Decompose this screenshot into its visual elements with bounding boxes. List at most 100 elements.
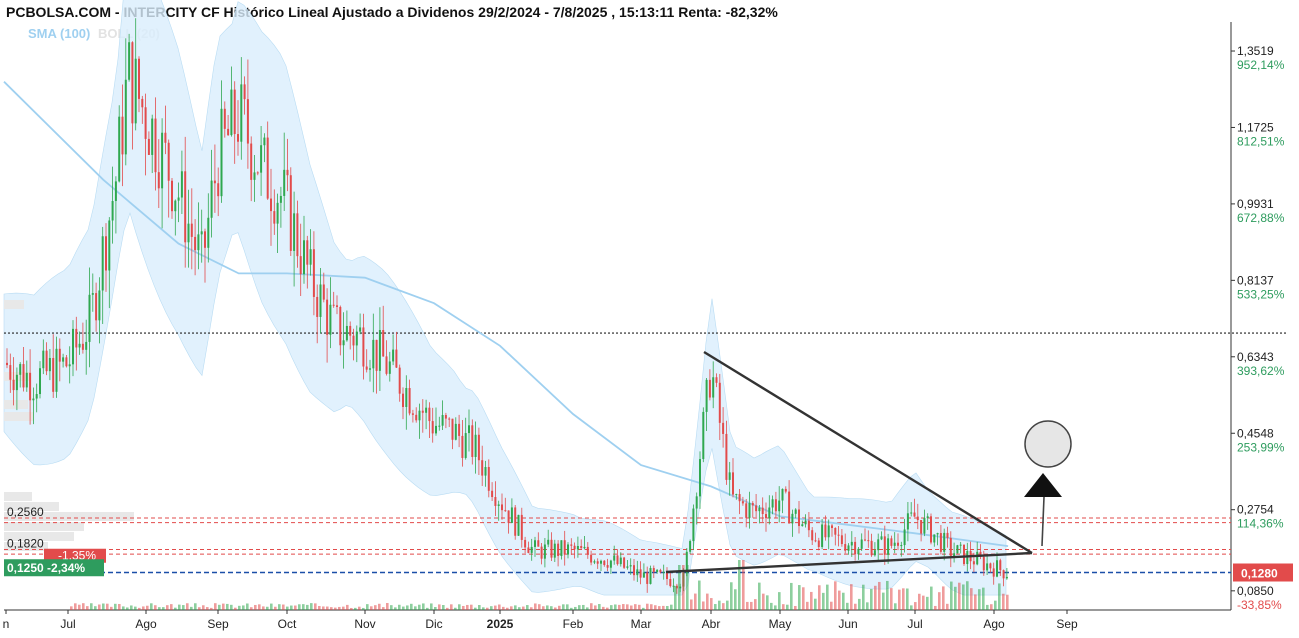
- candle-body: [520, 514, 523, 540]
- candle-body: [468, 425, 470, 434]
- volume-bar: [154, 605, 157, 610]
- volume-bar: [794, 605, 797, 610]
- candle-body: [745, 503, 748, 518]
- volume-profile-bar: [4, 542, 48, 551]
- volume-bar: [686, 565, 689, 610]
- volume-bar: [138, 607, 141, 610]
- candle-body: [266, 137, 269, 199]
- legend-sma[interactable]: SMA (100): [28, 26, 91, 41]
- candle-body: [210, 180, 213, 218]
- volume-bar: [402, 606, 405, 610]
- candle-body: [372, 339, 375, 369]
- y-tick-pct-label: 114,36%: [1237, 517, 1284, 531]
- candle-body: [725, 433, 728, 480]
- volume-bar: [214, 603, 217, 610]
- candle-body: [906, 513, 909, 530]
- volume-bar: [418, 604, 421, 610]
- candle-body: [623, 557, 626, 568]
- y-tick-pct-label: 812,51%: [1237, 134, 1285, 148]
- volume-bar: [486, 607, 489, 610]
- volume-bar: [518, 607, 521, 610]
- candle-body: [213, 180, 216, 184]
- volume-bar: [230, 604, 233, 610]
- volume-bar: [246, 603, 249, 610]
- volume-bar: [862, 584, 865, 610]
- y-tick-pct-label: 253,99%: [1237, 440, 1285, 454]
- candle-body: [685, 551, 688, 574]
- x-tick-label: Feb: [563, 617, 584, 631]
- candle-body: [560, 540, 563, 556]
- candle-body: [567, 544, 569, 555]
- candle-body: [72, 328, 74, 365]
- candle-body: [804, 520, 807, 525]
- x-tick-label: Sep: [207, 617, 229, 631]
- candle-body: [378, 330, 381, 371]
- candle-body: [108, 220, 111, 271]
- candle-body: [491, 490, 494, 498]
- volume-bar: [358, 606, 361, 610]
- candle-body: [662, 571, 665, 573]
- level-label: 0,2560: [7, 505, 44, 519]
- volume-bar: [434, 607, 437, 610]
- candle-body: [98, 290, 101, 321]
- volume-bar: [922, 595, 925, 610]
- candle-body: [626, 566, 629, 568]
- candle-body: [890, 538, 893, 546]
- volume-bar: [578, 605, 581, 610]
- candle-body: [200, 231, 203, 235]
- candle-body: [375, 339, 378, 371]
- candle-body: [814, 540, 817, 542]
- candle-body: [118, 116, 121, 182]
- candle-body: [547, 539, 550, 545]
- candle-body: [339, 306, 342, 346]
- volume-profile-bar: [4, 300, 24, 309]
- x-tick-label: Oct: [278, 617, 297, 631]
- y-tick-label: 0,0850: [1237, 584, 1274, 598]
- candle-body: [256, 172, 259, 174]
- candle-body: [761, 507, 764, 515]
- candle-body: [563, 540, 566, 555]
- candle-body: [32, 398, 35, 401]
- candle-body: [692, 508, 695, 542]
- x-tick-label: Jun: [838, 617, 857, 631]
- volume-bar: [562, 604, 565, 610]
- volume-bar: [838, 590, 841, 610]
- volume-bar: [546, 605, 549, 610]
- candle-body: [481, 460, 484, 476]
- candle-body: [883, 536, 886, 555]
- candle-body: [55, 348, 58, 392]
- candle-body: [369, 368, 371, 370]
- candle-body: [613, 555, 616, 561]
- volume-bar: [846, 602, 849, 610]
- candle-body: [741, 501, 744, 504]
- candle-body: [151, 118, 154, 155]
- candle-body: [398, 367, 401, 394]
- candle-body: [78, 343, 81, 348]
- volume-bar: [146, 605, 149, 610]
- volume-bar: [566, 604, 569, 610]
- candle-body: [553, 543, 556, 558]
- volume-bar: [82, 603, 85, 610]
- volume-bar: [350, 607, 353, 610]
- candle-body: [982, 556, 985, 571]
- volume-bar: [446, 607, 449, 610]
- volume-bar: [378, 603, 381, 610]
- y-tick-pct-label: 672,88%: [1237, 211, 1285, 225]
- volume-bar: [498, 604, 501, 610]
- candle-body: [15, 374, 18, 391]
- volume-bar: [410, 603, 413, 610]
- candle-body: [949, 537, 952, 556]
- volume-bar: [298, 604, 301, 610]
- volume-bar: [290, 605, 293, 610]
- candle-body: [418, 410, 421, 421]
- volume-bar: [238, 605, 241, 610]
- candle-body: [517, 514, 520, 536]
- candle-body: [441, 415, 444, 426]
- volume-bar: [782, 604, 785, 610]
- volume-bar: [830, 601, 833, 610]
- y-tick-label: 0,4548: [1237, 426, 1274, 440]
- candle-body: [217, 183, 220, 197]
- volume-bar: [990, 604, 993, 610]
- volume-bar: [130, 605, 133, 610]
